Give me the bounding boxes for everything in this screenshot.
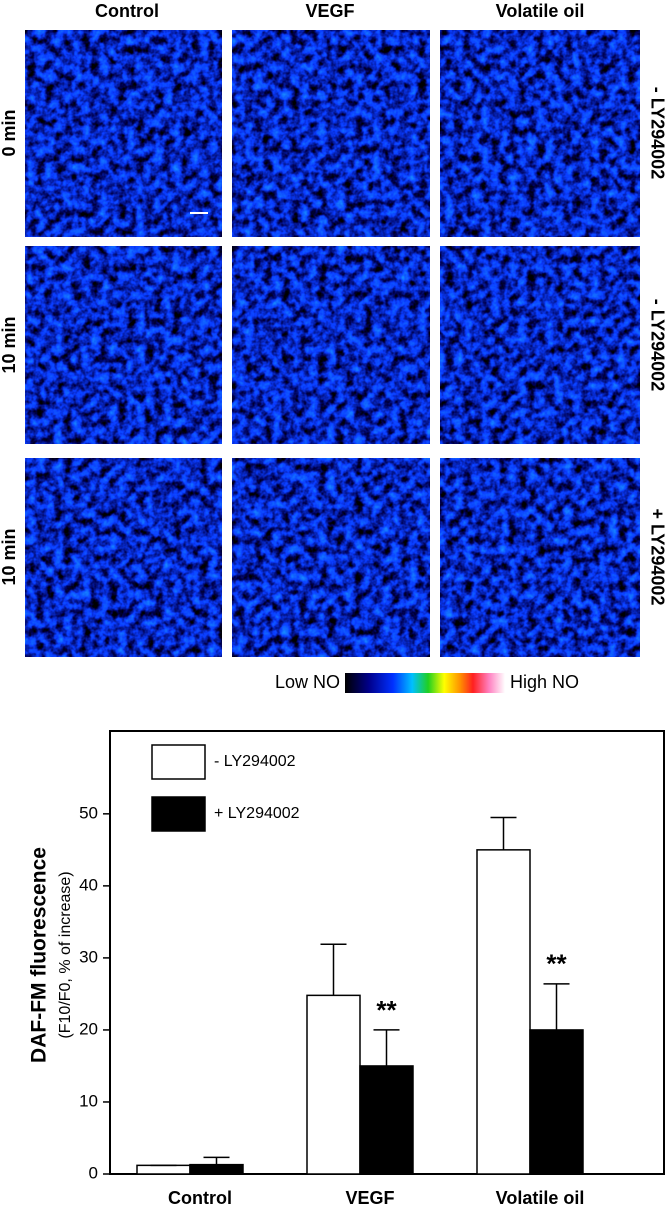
y-axis-subtitle: (F10/F0, % of increase) bbox=[57, 871, 74, 1038]
row-label: 10 min bbox=[0, 316, 19, 373]
micrograph bbox=[232, 458, 430, 657]
legend-label: + LY294002 bbox=[214, 805, 300, 822]
significance-label: ** bbox=[546, 949, 567, 979]
bar bbox=[476, 849, 531, 1175]
micrograph bbox=[232, 30, 430, 237]
micrograph bbox=[232, 246, 430, 444]
legend-swatch bbox=[151, 796, 206, 832]
bar bbox=[359, 1065, 414, 1175]
error-bar bbox=[320, 943, 347, 996]
y-tick-label: 0 bbox=[89, 1163, 98, 1182]
y-tick-label: 20 bbox=[79, 1019, 98, 1038]
y-tick-label: 10 bbox=[79, 1091, 98, 1110]
y-tick-label: 30 bbox=[79, 947, 98, 966]
bar bbox=[529, 1029, 584, 1175]
micrograph-grid bbox=[25, 30, 640, 657]
micrograph bbox=[25, 458, 222, 657]
row-label: 10 min bbox=[0, 528, 19, 585]
x-tick-label: VEGF bbox=[345, 1188, 394, 1208]
x-tick-label: Control bbox=[168, 1188, 232, 1208]
treatment-label: - LY294002 bbox=[647, 299, 667, 391]
y-tick-label: 50 bbox=[79, 803, 98, 822]
column-label: Control bbox=[95, 1, 159, 21]
bar bbox=[306, 994, 361, 1175]
x-tick-label: Volatile oil bbox=[496, 1188, 585, 1208]
legend-label: - LY294002 bbox=[214, 753, 296, 770]
significance-label: ** bbox=[376, 995, 397, 1025]
error-bar bbox=[543, 983, 570, 1030]
bar bbox=[189, 1163, 244, 1175]
error-bar bbox=[373, 1029, 400, 1066]
micrograph bbox=[440, 246, 640, 444]
colorbar-high: High NO bbox=[510, 672, 579, 692]
y-axis-title: DAF-FM fluorescence bbox=[28, 847, 51, 1063]
bar bbox=[136, 1164, 191, 1175]
legend-swatch bbox=[151, 744, 206, 780]
column-label: Volatile oil bbox=[496, 1, 585, 21]
treatment-label: - LY294002 bbox=[647, 87, 667, 179]
micrograph bbox=[440, 30, 640, 237]
row-label: 0 min bbox=[0, 109, 19, 156]
micrograph bbox=[440, 458, 640, 657]
treatment-label: + LY294002 bbox=[647, 509, 667, 606]
error-bar bbox=[203, 1156, 230, 1165]
column-label: VEGF bbox=[305, 1, 354, 21]
micrograph bbox=[25, 246, 222, 444]
colorbar bbox=[345, 673, 505, 693]
y-tick-label: 40 bbox=[79, 875, 98, 894]
micrograph bbox=[25, 30, 222, 237]
error-bar bbox=[490, 816, 517, 850]
colorbar-low: Low NO bbox=[275, 672, 340, 692]
